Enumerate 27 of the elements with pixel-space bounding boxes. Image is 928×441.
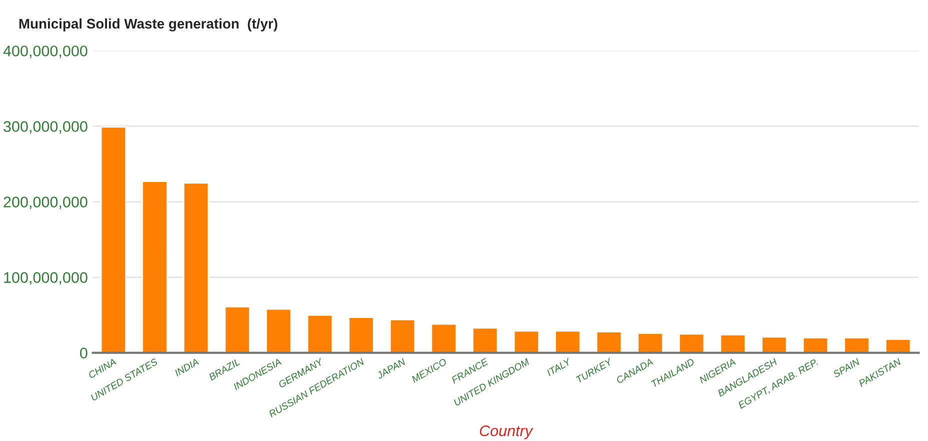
bar: [348, 316, 374, 353]
bar: [182, 182, 210, 353]
y-tick-label: 0: [80, 348, 88, 358]
bar: [224, 306, 250, 353]
bar: [802, 337, 829, 353]
y-tick-label: 100,000,000: [4, 272, 88, 285]
y-tick-label: 300,000,000: [4, 121, 88, 134]
bar: [100, 126, 127, 353]
y-tick-label: 400,000,000: [3, 46, 88, 58]
bar: [266, 308, 292, 353]
bar: [306, 314, 334, 353]
x-axis-title: Country: [480, 425, 534, 440]
bar: [596, 330, 622, 353]
bar: [678, 333, 705, 353]
bar: [430, 323, 457, 353]
bar: [884, 338, 912, 353]
bar: [844, 337, 870, 353]
bar: [472, 327, 498, 353]
bar: [513, 330, 540, 353]
bar: [637, 332, 664, 353]
bar: [761, 336, 788, 353]
chart-title: Municipal Solid Waste generation (t/yr): [19, 18, 278, 32]
bar: [554, 330, 581, 353]
bar: [720, 334, 746, 353]
y-tick-label: 200,000,000: [4, 196, 88, 210]
bar: [142, 180, 168, 353]
bar: [389, 318, 416, 353]
